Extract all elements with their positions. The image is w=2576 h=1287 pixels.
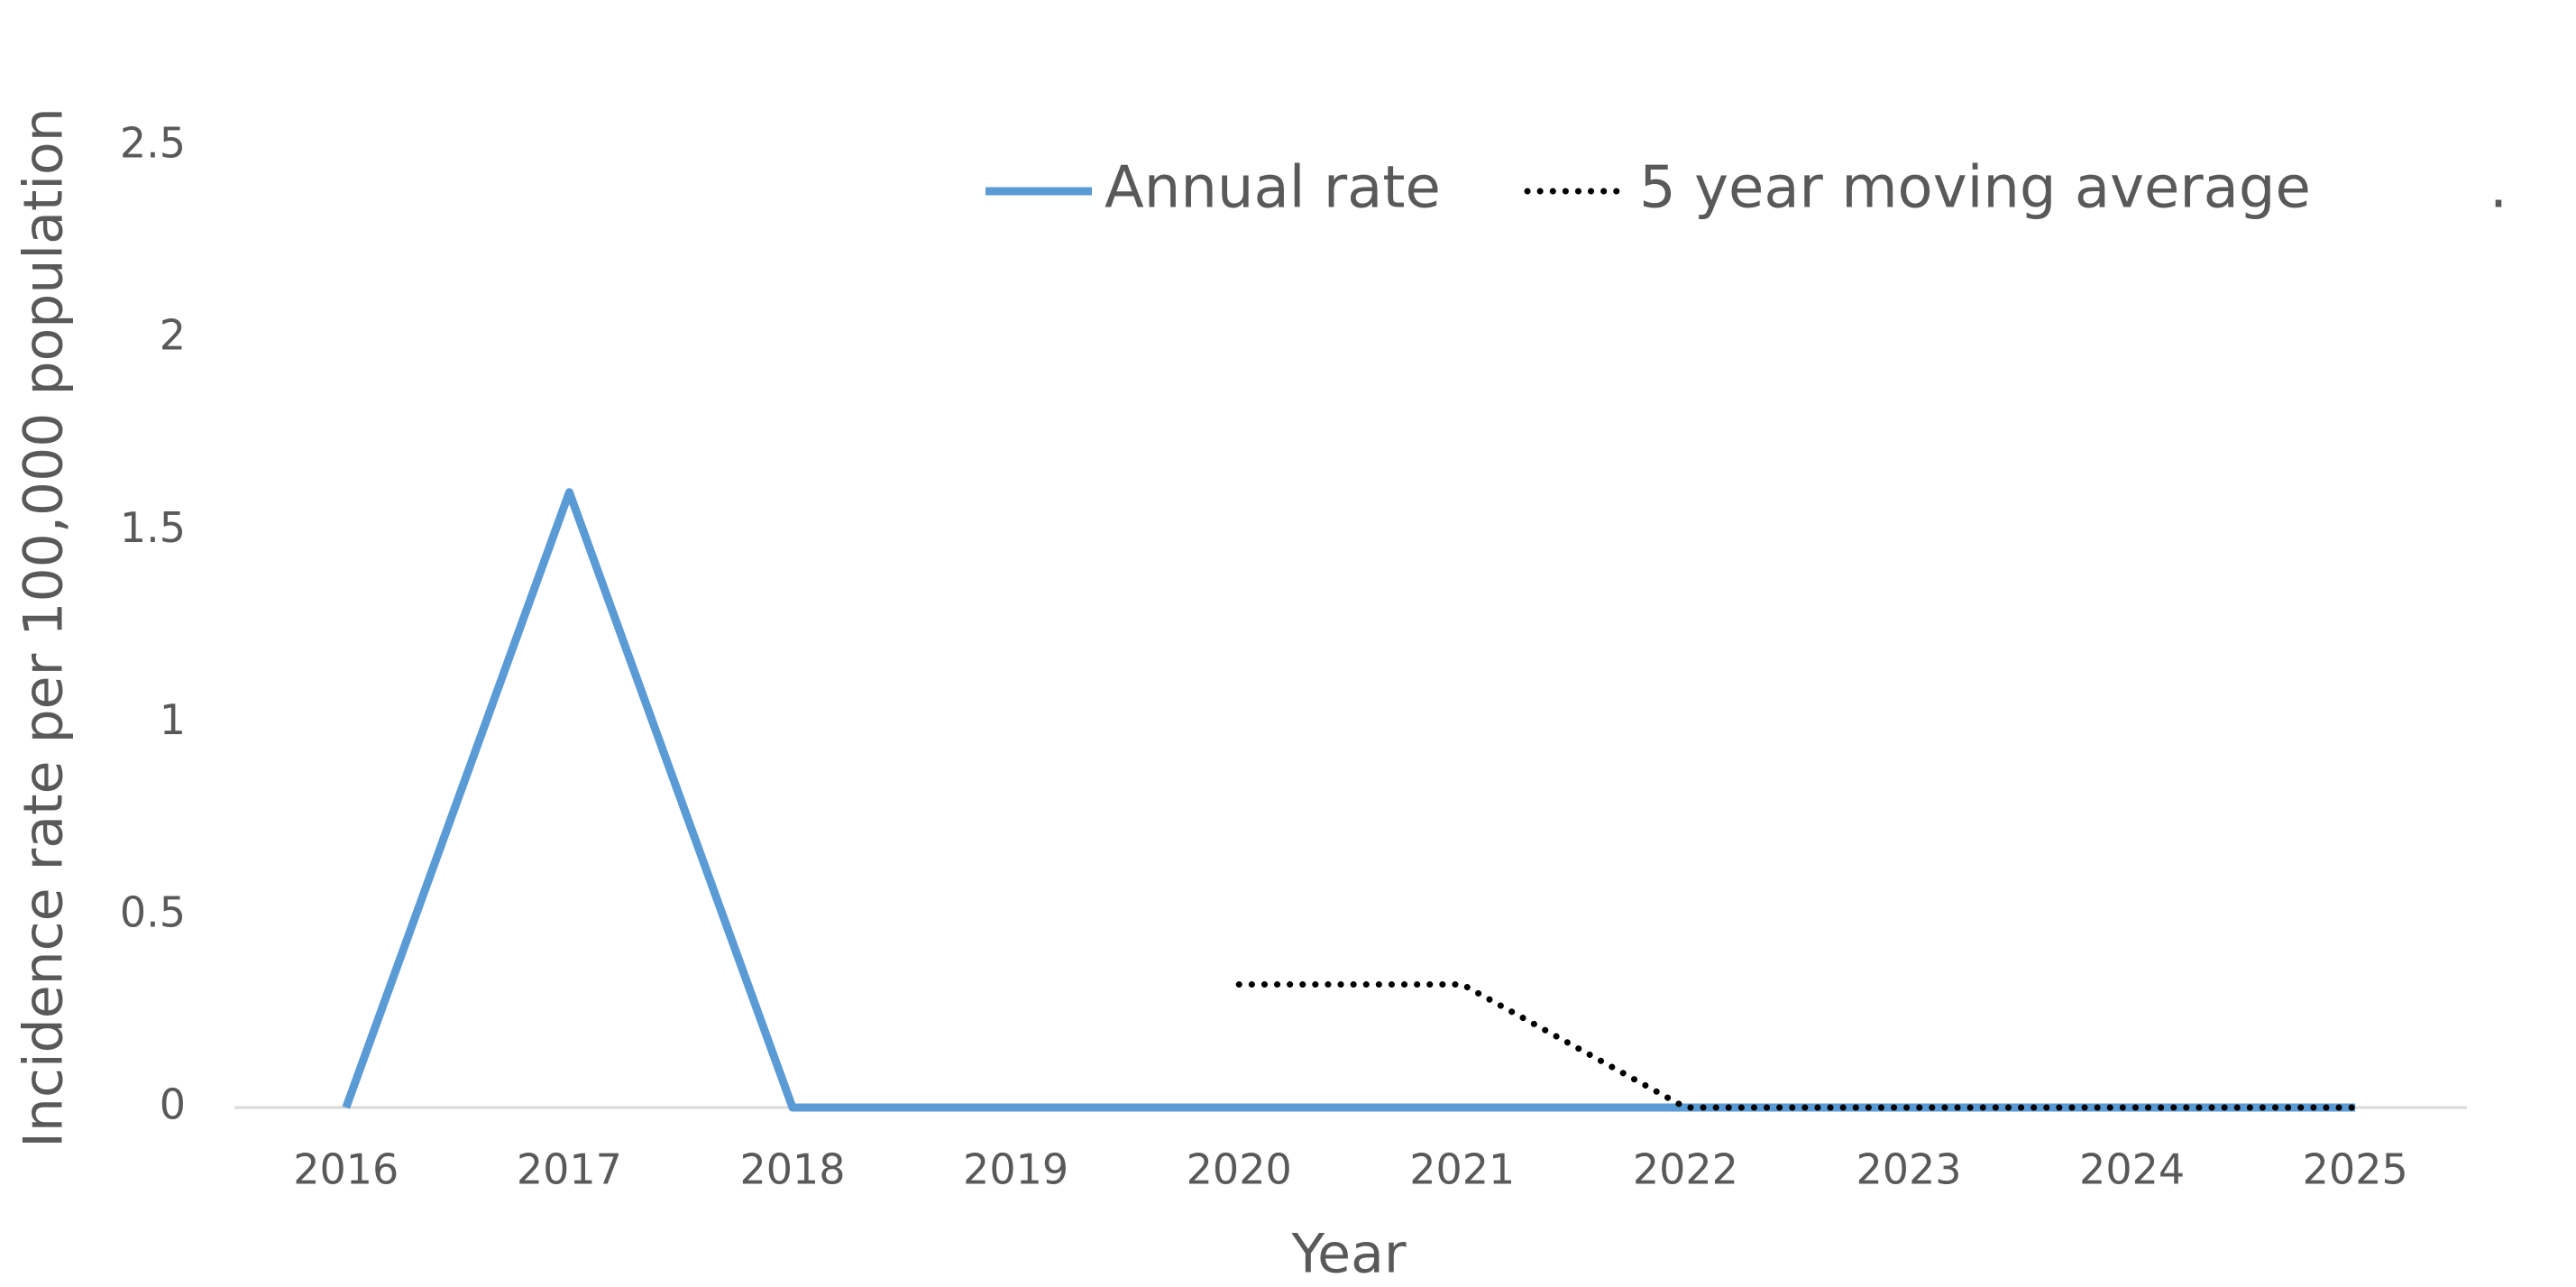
legend-label: 5 year moving average [1639, 155, 2311, 222]
y-tick-label: 1.5 [120, 503, 186, 552]
y-tick-label: 2.5 [120, 119, 186, 168]
x-tick-label: 2017 [517, 1145, 622, 1194]
y-tick-label: 0 [160, 1080, 186, 1129]
y-tick-label: 1 [160, 695, 186, 744]
x-tick-label: 2018 [739, 1145, 845, 1194]
x-tick-label: 2022 [1633, 1145, 1738, 1194]
x-tick-label: 2021 [1409, 1145, 1515, 1194]
x-tick-label: 2020 [1187, 1145, 1292, 1194]
series-line [1235, 981, 2359, 1111]
x-tick-label: 2023 [1856, 1145, 1961, 1194]
annotation: . [2489, 155, 2507, 222]
y-tick-label: 2 [160, 311, 186, 360]
x-axis-title: Year [1290, 1223, 1406, 1286]
series-line [342, 488, 2356, 1112]
y-axis-title: Incidence rate per 100,000 population [13, 107, 76, 1148]
legend-label: Annual rate [1105, 155, 1441, 222]
x-tick-label: 2019 [963, 1145, 1068, 1194]
x-tick-label: 2025 [2303, 1145, 2408, 1194]
y-tick-label: 0.5 [120, 887, 186, 936]
x-tick-label: 2024 [2079, 1145, 2185, 1194]
x-tick-label: 2016 [293, 1145, 399, 1194]
